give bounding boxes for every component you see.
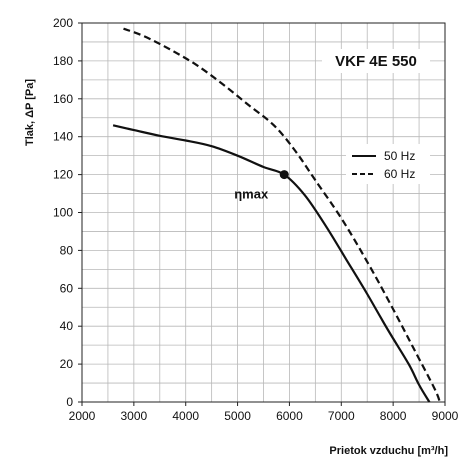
title-background xyxy=(322,49,430,73)
legend: 50 Hz 60 Hz xyxy=(346,144,430,184)
x-axis-label-text: Prietok vzduchu xyxy=(329,445,414,457)
chart-title: VKF 4E 550 xyxy=(335,53,417,70)
series-layer xyxy=(112,27,441,403)
legend-background xyxy=(346,144,430,184)
y-tick-label: 180 xyxy=(53,54,73,68)
x-tick-label: 7000 xyxy=(328,409,355,423)
x-tick-label: 5000 xyxy=(224,409,251,423)
y-tick-label: 40 xyxy=(60,319,74,333)
y-tick-label: 120 xyxy=(53,168,73,182)
grid xyxy=(81,22,446,403)
x-tick-label: 3000 xyxy=(121,409,148,423)
y-tick-label: 100 xyxy=(53,206,73,220)
legend-label-60hz: 60 Hz xyxy=(384,167,415,181)
x-tick-labels: 2000 3000 4000 5000 6000 7000 8000 9000 xyxy=(69,402,459,423)
y-tick-label: 200 xyxy=(53,16,73,30)
y-tick-label: 20 xyxy=(60,357,74,371)
x-tick-label: 9000 xyxy=(432,409,459,423)
y-tick-label: 60 xyxy=(60,281,74,295)
eta-max-label: ηmax xyxy=(234,187,269,202)
y-axis-label: Tlak, ΔP [Pa] xyxy=(24,79,36,146)
series-line-50hz xyxy=(112,124,431,403)
y-tick-label: 0 xyxy=(66,395,73,409)
y-tick-label: 160 xyxy=(53,92,73,106)
x-tick-label: 2000 xyxy=(69,409,96,423)
y-tick-label: 80 xyxy=(60,243,74,257)
x-axis-label-unit: [m³/h] xyxy=(417,445,448,457)
eta-max-point xyxy=(279,170,289,180)
y-tick-label: 140 xyxy=(53,130,73,144)
x-tick-label: 6000 xyxy=(276,409,303,423)
x-tick-label: 8000 xyxy=(380,409,407,423)
x-axis-label: Prietok vzduchu [m³/h] xyxy=(329,445,448,457)
series-line-60hz xyxy=(123,27,441,403)
x-tick-label: 4000 xyxy=(172,409,199,423)
legend-label-50hz: 50 Hz xyxy=(384,149,415,163)
y-tick-labels: 0 20 40 60 80 100 120 140 160 180 200 xyxy=(53,16,82,409)
